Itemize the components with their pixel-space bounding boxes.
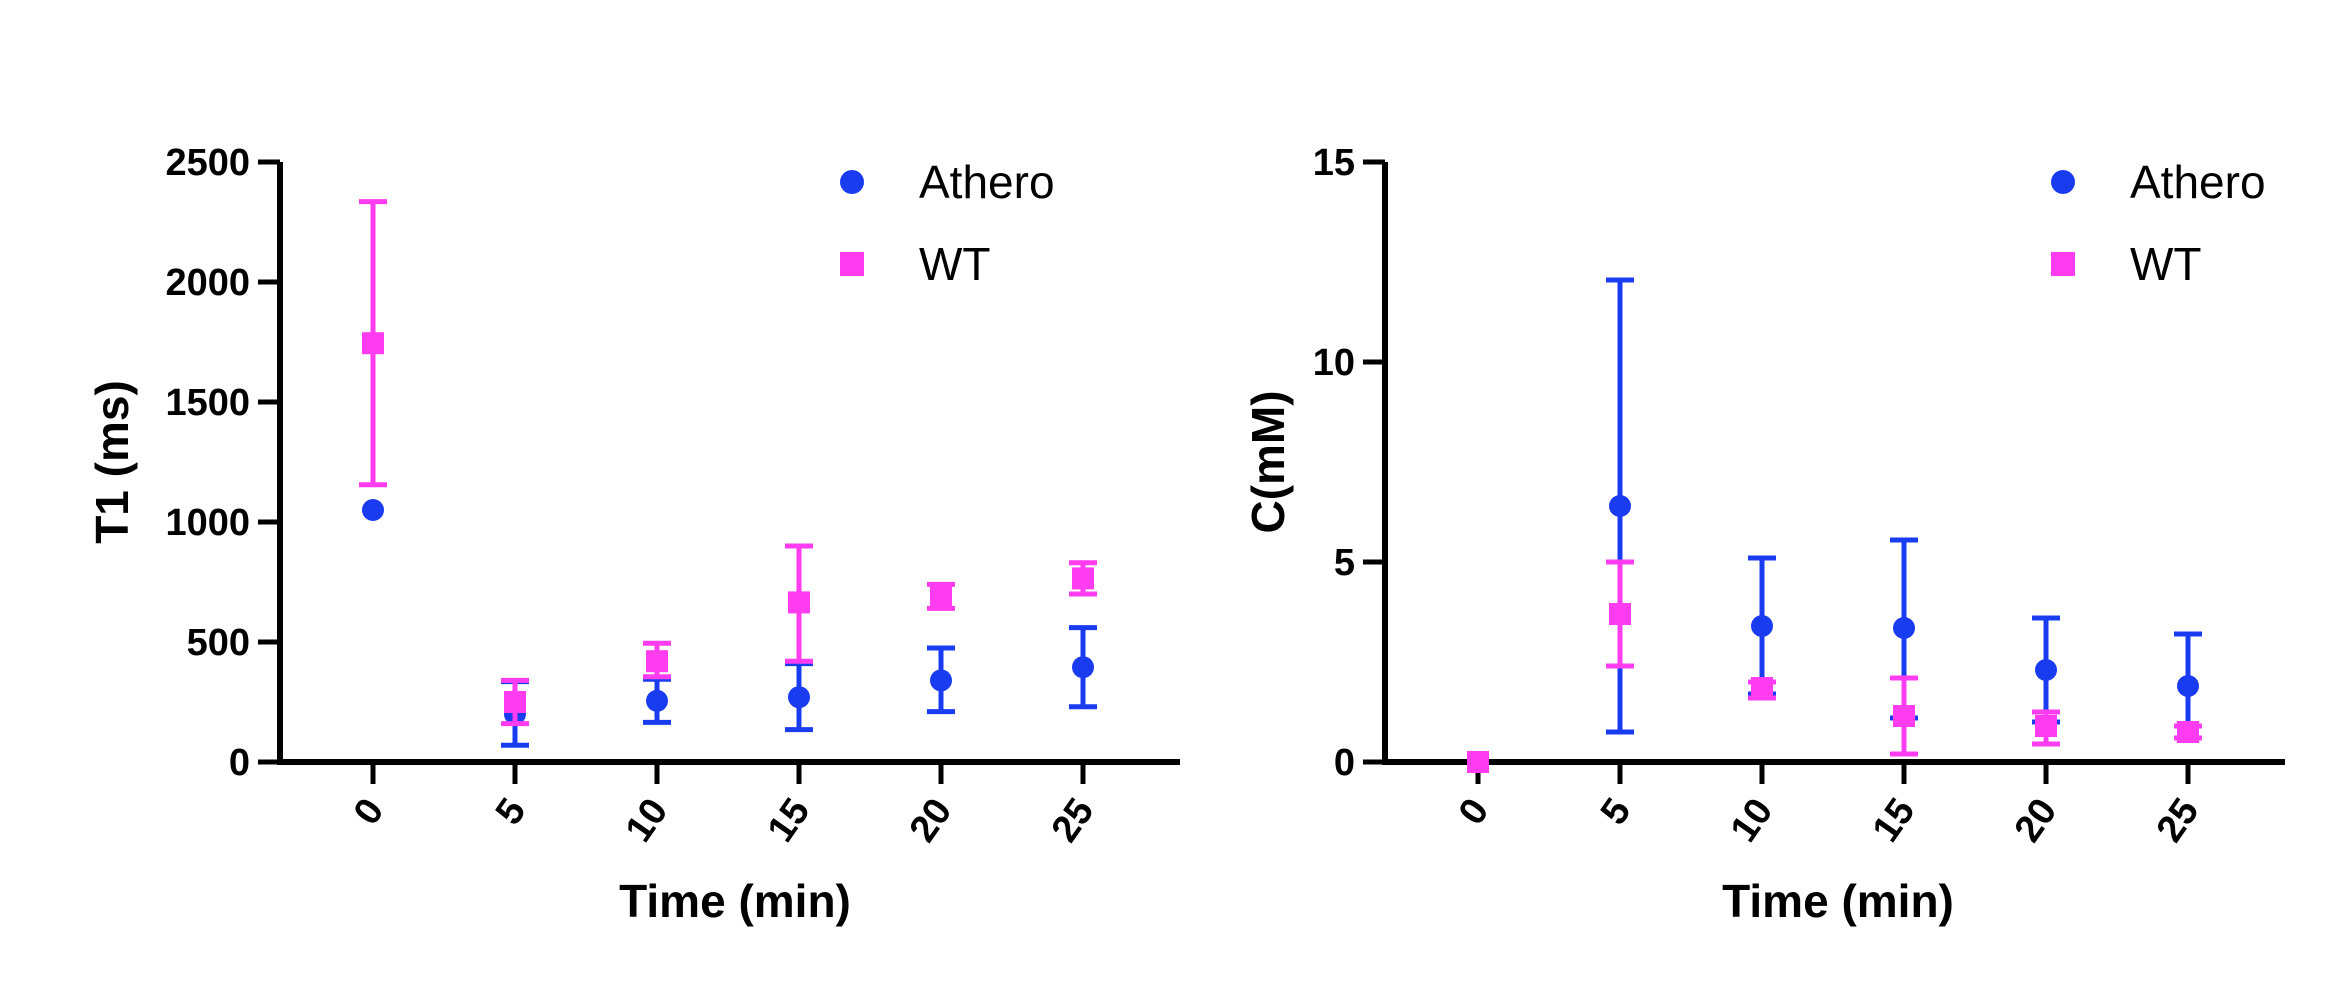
y-tick-label: 1000 <box>165 502 250 544</box>
y-tick-label: 0 <box>1334 742 1355 784</box>
athero-point <box>930 669 952 692</box>
y-tick-label: 10 <box>1313 342 1355 384</box>
wt-point <box>1072 567 1094 590</box>
y-axis-title: C(mM) <box>1242 390 1294 533</box>
athero-point <box>1609 495 1631 517</box>
legend-athero-marker <box>2051 170 2075 194</box>
wt-point <box>2035 715 2057 737</box>
x-axis-title: Time (min) <box>1722 875 1954 927</box>
athero-point <box>1893 617 1915 639</box>
y-tick-label: 500 <box>187 622 250 664</box>
wt-point <box>930 585 952 608</box>
athero-point <box>1072 656 1094 679</box>
wt-point <box>1609 603 1631 625</box>
y-tick-label: 0 <box>229 742 250 784</box>
wt-point <box>504 691 526 713</box>
athero-point <box>362 499 384 521</box>
legend-athero-label: Athero <box>2130 156 2266 208</box>
legend-wt-marker <box>840 252 864 276</box>
legend-wt-label: WT <box>2130 238 2202 290</box>
wt-point <box>788 591 810 614</box>
legend-athero-label: Athero <box>919 156 1055 208</box>
wt-point <box>646 650 668 673</box>
wt-point <box>1751 677 1773 699</box>
wt-point <box>1467 751 1489 773</box>
y-axis-title: T1 (ms) <box>86 380 138 544</box>
athero-point <box>2035 659 2057 681</box>
y-tick-label: 5 <box>1334 542 1355 584</box>
legend-wt-marker <box>2051 252 2075 276</box>
y-tick-label: 1500 <box>165 382 250 424</box>
wt-point <box>362 332 384 355</box>
y-tick-label: 2500 <box>165 142 250 184</box>
y-tick-label: 2000 <box>165 262 250 304</box>
athero-point <box>646 689 668 712</box>
y-tick-label: 15 <box>1313 142 1355 184</box>
athero-point <box>2177 675 2199 697</box>
wt-point <box>2177 721 2199 743</box>
x-axis-title: Time (min) <box>619 875 851 927</box>
athero-point <box>1751 615 1773 637</box>
legend-athero-marker <box>840 170 864 194</box>
wt-point <box>1893 705 1915 727</box>
legend-wt-label: WT <box>919 238 991 290</box>
athero-point <box>788 686 810 709</box>
